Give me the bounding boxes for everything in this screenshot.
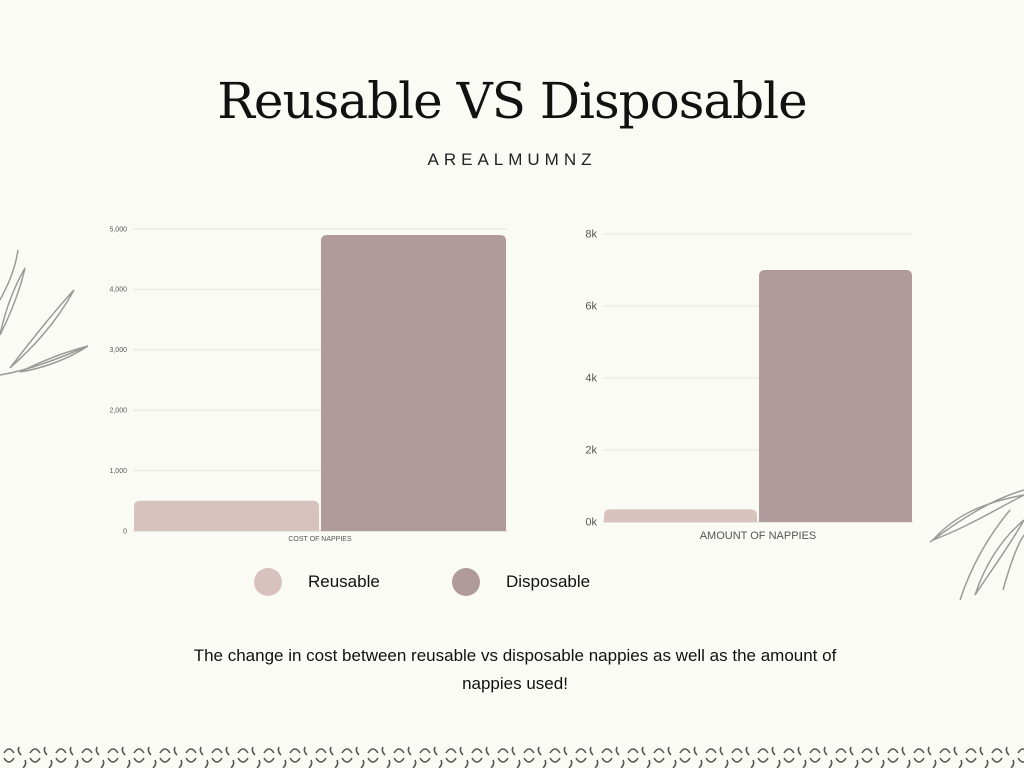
decorative-pattern	[3, 746, 1024, 768]
legend-label-reusable: Reusable	[308, 572, 380, 591]
cost-chart: 0 1,000 2,000 3,000 4,000 5,000 COST OF NAPPIE…	[109, 226, 507, 543]
legend-item-reusable: Reusable	[254, 568, 380, 596]
y-tick-label: 2,000	[109, 408, 127, 415]
legend-dot-reusable	[254, 568, 282, 596]
leaf-decoration-right	[929, 489, 1024, 601]
legend-dot-disposable	[452, 568, 480, 596]
y-tick-label: 1,000	[109, 468, 127, 475]
leaf-decoration-left	[0, 249, 89, 376]
bar-disposable	[759, 270, 912, 522]
page-subtitle: AREALMUMNZ	[427, 150, 597, 169]
bar-reusable	[604, 509, 757, 522]
y-tick-label: 5,000	[109, 226, 127, 233]
y-tick-label: 4k	[585, 373, 597, 385]
chart-caption: The change in cost between reusable vs d…	[193, 646, 837, 693]
y-tick-label: 0	[123, 528, 127, 535]
y-tick-label: 6k	[585, 301, 597, 313]
x-category-label: AMOUNT OF NAPPIES	[700, 530, 817, 542]
amount-chart: 0k 2k 4k 6k 8k AMOUNT OF NAPPIES	[585, 229, 913, 542]
legend-item-disposable: Disposable	[452, 568, 590, 596]
bar-disposable	[321, 235, 506, 531]
y-tick-label: 3,000	[109, 347, 127, 354]
legend-label-disposable: Disposable	[506, 572, 591, 591]
y-tick-label: 4,000	[109, 287, 127, 294]
y-tick-label: 0k	[585, 517, 597, 529]
y-tick-label: 8k	[585, 229, 597, 241]
y-tick-label: 2k	[585, 445, 597, 457]
bar-reusable	[134, 500, 319, 531]
page-title: Reusable VS Disposable	[217, 72, 808, 130]
x-category-label: COST OF NAPPIES	[288, 536, 352, 543]
